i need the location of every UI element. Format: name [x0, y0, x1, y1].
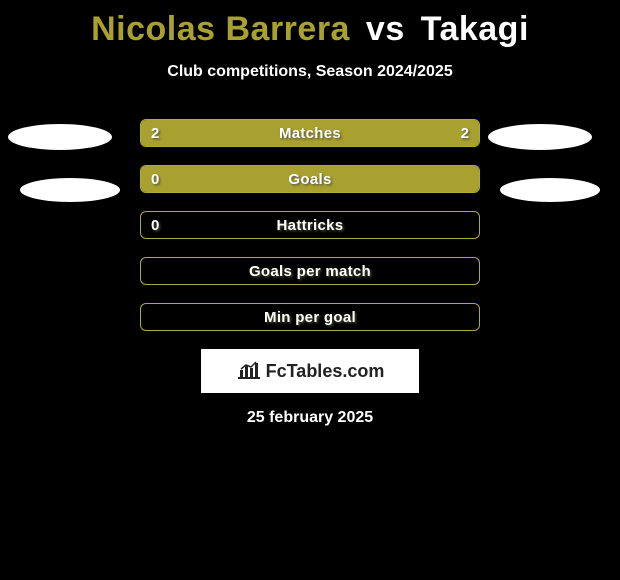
- stat-row: Min per goal: [0, 303, 620, 331]
- stat-label: Goals per match: [141, 258, 479, 284]
- stat-bar: 22Matches: [140, 119, 480, 147]
- placeholder-ellipse: [500, 178, 600, 202]
- subtitle-text: Club competitions, Season 2024/2025: [0, 63, 620, 81]
- stat-row: 0Hattricks: [0, 211, 620, 239]
- stat-label: Goals: [141, 166, 479, 192]
- stat-row: Goals per match: [0, 257, 620, 285]
- placeholder-ellipse: [20, 178, 120, 202]
- logo-text: FcTables.com: [266, 361, 385, 382]
- stat-label: Hattricks: [141, 212, 479, 238]
- player2-name: Takagi: [421, 10, 529, 48]
- stat-label: Min per goal: [141, 304, 479, 330]
- stats-area: 22Matches 0Goals 0Hattricks Goals per match…: [0, 119, 620, 331]
- vs-text: vs: [366, 10, 405, 48]
- placeholder-ellipse: [488, 124, 592, 150]
- stat-label: Matches: [141, 120, 479, 146]
- chart-icon: [236, 358, 262, 385]
- player1-name: Nicolas Barrera: [91, 10, 350, 48]
- stat-bar: Goals per match: [140, 257, 480, 285]
- comparison-title: Nicolas Barrera vs Takagi: [0, 0, 620, 49]
- stat-bar: Min per goal: [140, 303, 480, 331]
- stat-bar: 0Hattricks: [140, 211, 480, 239]
- logo-box: FcTables.com: [201, 349, 419, 393]
- placeholder-ellipse: [8, 124, 112, 150]
- date-text: 25 february 2025: [0, 409, 620, 427]
- stat-bar: 0Goals: [140, 165, 480, 193]
